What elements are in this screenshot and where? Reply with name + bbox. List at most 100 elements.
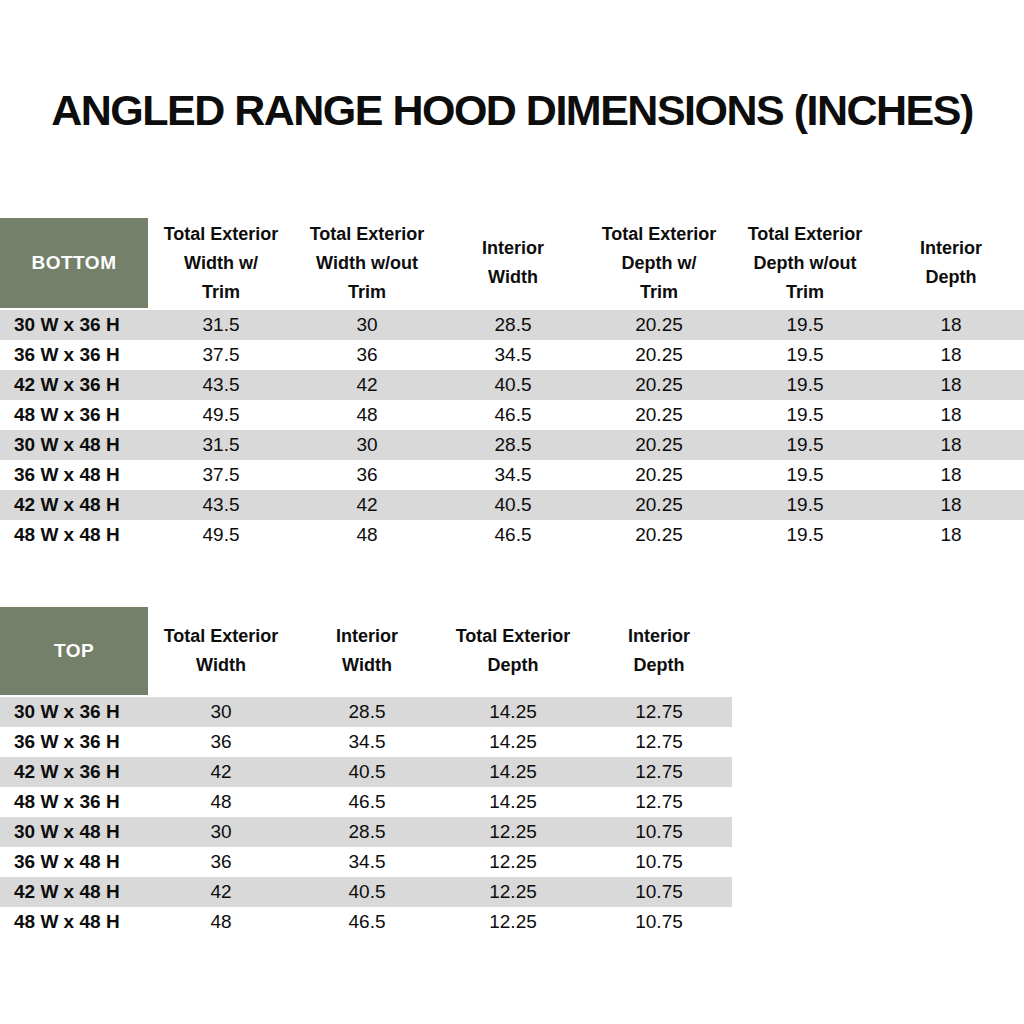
row-label-size: 30 W x 48 H: [0, 430, 148, 460]
dimension-value: 14.25: [440, 787, 586, 817]
dimension-value: 40.5: [294, 757, 440, 787]
dimension-value: 48: [148, 787, 294, 817]
row-label-size: 48 W x 48 H: [0, 907, 148, 937]
dimension-value: 40.5: [294, 877, 440, 907]
dimension-value: 12.75: [586, 727, 732, 757]
dimension-value: 48: [294, 400, 440, 430]
dimension-value: 20.25: [586, 490, 732, 520]
row-label-size: 30 W x 36 H: [0, 697, 148, 727]
dimension-value: 37.5: [148, 460, 294, 490]
table-row: 30 W x 36 H31.53028.520.2519.518: [0, 310, 1024, 340]
row-label-size: 36 W x 48 H: [0, 847, 148, 877]
column-header: Total Exterior Depth w/out Trim: [732, 218, 878, 308]
dimension-value: 20.25: [586, 370, 732, 400]
table-row: 48 W x 48 H49.54846.520.2519.518: [0, 520, 1024, 550]
column-header: Interior Depth: [878, 218, 1024, 308]
dimension-value: 12.25: [440, 877, 586, 907]
dimension-value: 28.5: [294, 697, 440, 727]
table-row: 36 W x 36 H3634.514.2512.75: [0, 727, 732, 757]
dimension-value: 12.75: [586, 757, 732, 787]
dimension-value: 20.25: [586, 400, 732, 430]
dimension-value: 18: [878, 340, 1024, 370]
table-row: 30 W x 36 H3028.514.2512.75: [0, 697, 732, 727]
dimension-value: 40.5: [440, 490, 586, 520]
bottom-table-header-row: BOTTOM Total Exterior Width w/ TrimTotal…: [0, 218, 1024, 308]
dimension-value: 28.5: [440, 310, 586, 340]
dimension-value: 12.75: [586, 697, 732, 727]
row-label-size: 30 W x 48 H: [0, 817, 148, 847]
dimension-value: 10.75: [586, 907, 732, 937]
top-dimensions-table: TOP Total Exterior WidthInterior WidthTo…: [0, 607, 732, 937]
dimension-value: 46.5: [294, 787, 440, 817]
dimension-value: 18: [878, 460, 1024, 490]
dimension-value: 20.25: [586, 340, 732, 370]
dimension-value: 42: [294, 490, 440, 520]
dimension-value: 18: [878, 520, 1024, 550]
dimension-value: 19.5: [732, 490, 878, 520]
top-table-body: 30 W x 36 H3028.514.2512.7536 W x 36 H36…: [0, 697, 732, 937]
dimension-value: 12.25: [440, 817, 586, 847]
dimension-value: 36: [148, 847, 294, 877]
dimension-value: 48: [294, 520, 440, 550]
dimension-value: 12.25: [440, 847, 586, 877]
table-row: 30 W x 48 H3028.512.2510.75: [0, 817, 732, 847]
table-row: 30 W x 48 H31.53028.520.2519.518: [0, 430, 1024, 460]
bottom-dimensions-table: BOTTOM Total Exterior Width w/ TrimTotal…: [0, 218, 1024, 550]
row-label-size: 42 W x 48 H: [0, 877, 148, 907]
dimension-value: 19.5: [732, 460, 878, 490]
dimension-value: 19.5: [732, 370, 878, 400]
table-row: 48 W x 36 H49.54846.520.2519.518: [0, 400, 1024, 430]
column-header: Interior Width: [294, 607, 440, 695]
table-row: 36 W x 48 H3634.512.2510.75: [0, 847, 732, 877]
dimension-value: 36: [148, 727, 294, 757]
page-title: ANGLED RANGE HOOD DIMENSIONS (INCHES): [0, 86, 1024, 135]
table-row: 48 W x 48 H4846.512.2510.75: [0, 907, 732, 937]
column-header: Total Exterior Depth: [440, 607, 586, 695]
table-row: 36 W x 48 H37.53634.520.2519.518: [0, 460, 1024, 490]
column-header: Total Exterior Width: [148, 607, 294, 695]
row-label-size: 48 W x 36 H: [0, 400, 148, 430]
dimension-value: 10.75: [586, 847, 732, 877]
dimension-value: 49.5: [148, 400, 294, 430]
column-header: Total Exterior Depth w/ Trim: [586, 218, 732, 308]
dimension-value: 20.25: [586, 460, 732, 490]
dimension-value: 19.5: [732, 520, 878, 550]
column-header: Total Exterior Width w/out Trim: [294, 218, 440, 308]
dimension-value: 12.25: [440, 907, 586, 937]
dimension-value: 14.25: [440, 697, 586, 727]
row-label-size: 42 W x 36 H: [0, 370, 148, 400]
dimension-value: 12.75: [586, 787, 732, 817]
dimension-value: 42: [148, 877, 294, 907]
dimension-value: 18: [878, 490, 1024, 520]
table-row: 42 W x 48 H4240.512.2510.75: [0, 877, 732, 907]
row-label-size: 30 W x 36 H: [0, 310, 148, 340]
dimension-value: 19.5: [732, 340, 878, 370]
dimension-value: 31.5: [148, 310, 294, 340]
dimension-value: 42: [148, 757, 294, 787]
spec-sheet-page: ANGLED RANGE HOOD DIMENSIONS (INCHES) BO…: [0, 0, 1024, 1024]
row-label-size: 42 W x 48 H: [0, 490, 148, 520]
column-header: Total Exterior Width w/ Trim: [148, 218, 294, 308]
column-header: Interior Depth: [586, 607, 732, 695]
row-label-size: 36 W x 36 H: [0, 727, 148, 757]
dimension-value: 14.25: [440, 757, 586, 787]
dimension-value: 36: [294, 460, 440, 490]
table-row: 48 W x 36 H4846.514.2512.75: [0, 787, 732, 817]
table-row: 36 W x 36 H37.53634.520.2519.518: [0, 340, 1024, 370]
dimension-value: 20.25: [586, 430, 732, 460]
dimension-value: 30: [294, 310, 440, 340]
row-label-size: 48 W x 48 H: [0, 520, 148, 550]
dimension-value: 34.5: [294, 847, 440, 877]
row-label-size: 36 W x 36 H: [0, 340, 148, 370]
top-table-label: TOP: [0, 607, 148, 695]
dimension-value: 18: [878, 310, 1024, 340]
dimension-value: 20.25: [586, 520, 732, 550]
dimension-value: 10.75: [586, 817, 732, 847]
table-row: 42 W x 36 H4240.514.2512.75: [0, 757, 732, 787]
bottom-table-body: 30 W x 36 H31.53028.520.2519.51836 W x 3…: [0, 310, 1024, 550]
dimension-value: 20.25: [586, 310, 732, 340]
dimension-value: 28.5: [440, 430, 586, 460]
dimension-value: 42: [294, 370, 440, 400]
dimension-value: 28.5: [294, 817, 440, 847]
dimension-value: 48: [148, 907, 294, 937]
